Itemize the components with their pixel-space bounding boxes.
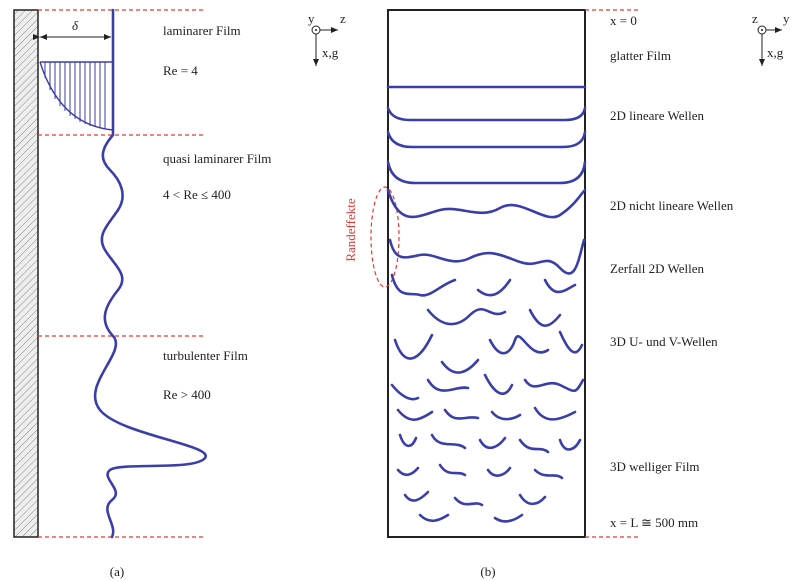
- regime-name: laminarer Film: [163, 23, 241, 38]
- axis-label: y: [783, 11, 790, 26]
- regime-name: turbulenter Film: [163, 348, 248, 363]
- stage-label: 3D welliger Film: [610, 459, 700, 474]
- stage-label: glatter Film: [610, 48, 671, 63]
- stage-label: 3D U- und V-Wellen: [610, 334, 718, 349]
- panel-label: (b): [480, 564, 495, 579]
- velocity-profile: [39, 61, 114, 131]
- stage-label: 2D nicht lineare Wellen: [610, 198, 734, 213]
- edge-effects-label: Randeffekte: [343, 198, 358, 262]
- stage-label: Zerfall 2D Wellen: [610, 261, 705, 276]
- position-label: x = 0: [610, 13, 637, 28]
- channel: [387, 9, 586, 538]
- regime-re: Re = 4: [163, 63, 198, 78]
- position-label: x = L ≅ 500 mm: [610, 515, 698, 530]
- axis-label: y: [308, 11, 315, 26]
- panel-label: (a): [110, 564, 124, 579]
- wall: [13, 9, 39, 538]
- wave-patterns: [386, 85, 587, 523]
- film-surface: [93, 8, 207, 539]
- axis-label: z: [752, 11, 758, 26]
- axes-b: z y x,g: [752, 11, 790, 66]
- stage-label: 2D lineare Wellen: [610, 108, 705, 123]
- axis-label: x,g: [767, 45, 784, 60]
- axes-a: y z x,g: [308, 11, 346, 66]
- edge-region: [370, 186, 400, 288]
- axis-label: x,g: [322, 45, 339, 60]
- panel-b: Randeffekte: [343, 9, 790, 579]
- panel-a: δ laminarer Film Re = 4 quasi laminarer …: [13, 8, 346, 579]
- regime-re: Re > 400: [163, 387, 211, 402]
- delta-label: δ: [72, 18, 79, 33]
- axis-label: z: [340, 11, 346, 26]
- regime-re: 4 < Re ≤ 400: [163, 187, 231, 202]
- regime-name: quasi laminarer Film: [163, 151, 271, 166]
